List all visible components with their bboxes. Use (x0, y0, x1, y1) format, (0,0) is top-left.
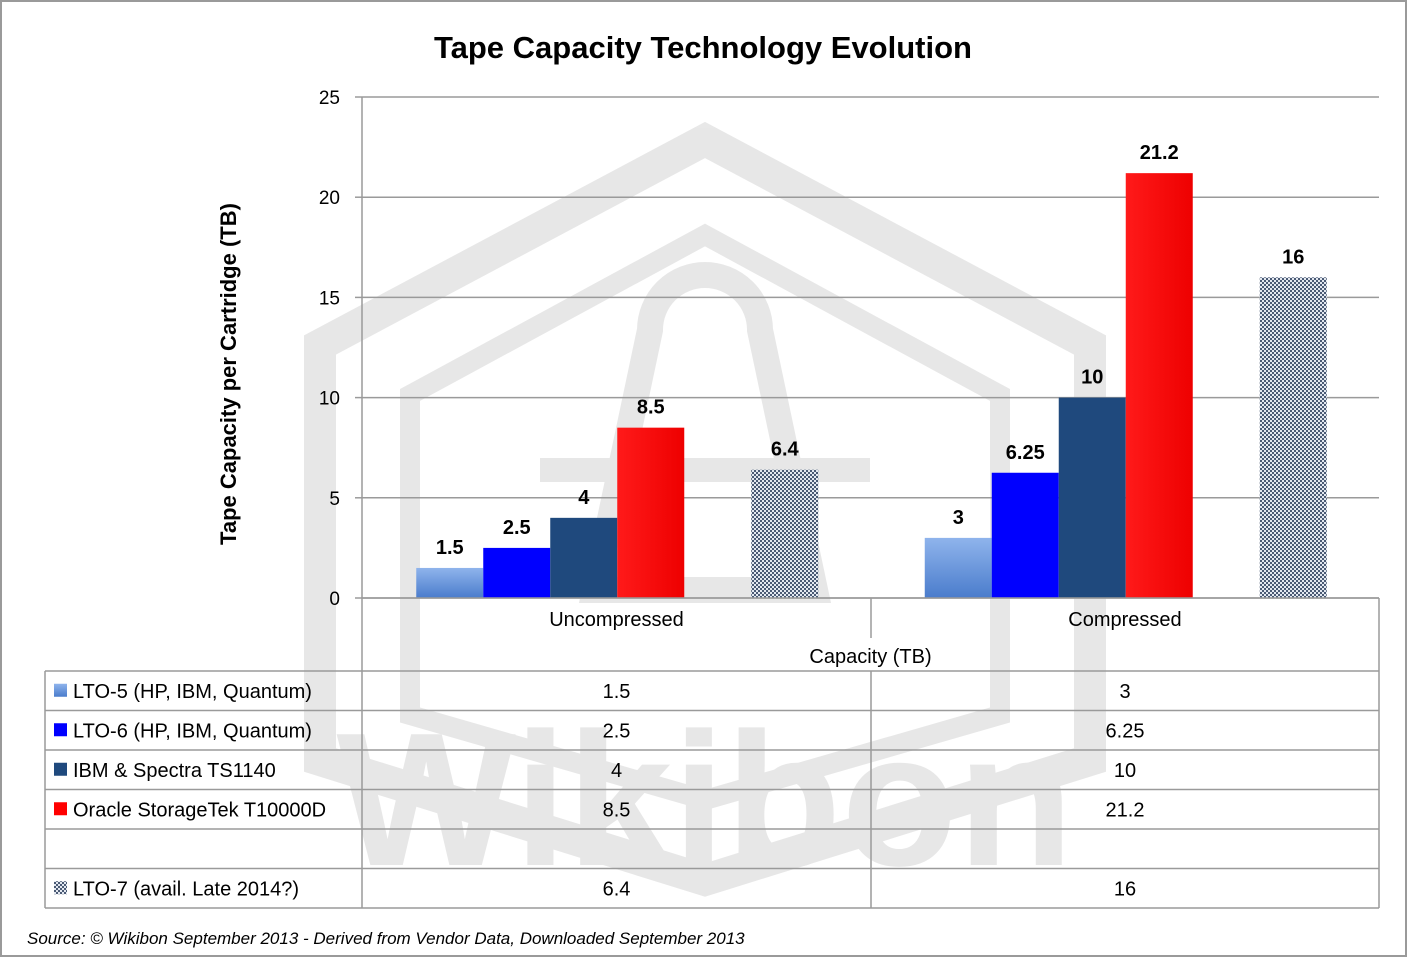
bar-uncompressed-1 (483, 547, 551, 598)
bar-uncompressed-5 (751, 469, 819, 598)
data-label: 8.5 (637, 397, 665, 419)
table-cell-value: 1.5 (603, 681, 631, 703)
data-table: Uncompressed Compressed Capacity (TB) LTO-5… (44, 597, 1380, 909)
data-label: 21.2 (1140, 142, 1179, 164)
table-cell-value: 16 (1114, 878, 1136, 900)
table-cell-value: 2.5 (603, 720, 631, 742)
y-tick-label: 5 (329, 489, 340, 510)
gridlines (355, 96, 1379, 599)
chart-title: Tape Capacity Technology Evolution (434, 30, 972, 65)
table-cell-value: 4 (611, 760, 622, 782)
data-label: 6.25 (1006, 442, 1045, 464)
y-tick-label: 0 (329, 589, 340, 610)
y-tick-label: 20 (319, 188, 340, 209)
y-axis-label: Tape Capacity per Cartridge (TB) (216, 203, 241, 545)
legend-swatch (54, 723, 67, 737)
legend-label: Oracle StorageTek T10000D (73, 799, 326, 821)
table-cell-value: 10 (1114, 760, 1136, 782)
y-tick-label: 25 (319, 88, 340, 109)
bar-uncompressed-3 (617, 427, 685, 598)
watermark-text: Wikibon (336, 694, 1073, 906)
data-label: 4 (578, 487, 590, 509)
table-cell-value: 8.5 (603, 799, 631, 821)
legend-label: LTO-5 (HP, IBM, Quantum) (73, 681, 312, 703)
y-ticks: 0 5 10 15 20 25 (319, 88, 340, 610)
bar-compressed-5 (1259, 277, 1327, 598)
data-label: 10 (1081, 367, 1103, 389)
bar-compressed-2 (1058, 397, 1126, 598)
data-label: 3 (953, 507, 964, 529)
legend-swatch (54, 683, 67, 697)
bar-compressed-1 (991, 472, 1059, 598)
data-labels: 1.5 2.5 4 8.5 6.4 3 6.25 10 21.2 16 (436, 142, 1305, 559)
data-label: 16 (1282, 246, 1304, 268)
category-label: Uncompressed (549, 609, 684, 631)
legend-label: LTO-7 (avail. Late 2014?) (73, 878, 299, 900)
source-note: Source: © Wikibon September 2013 - Deriv… (27, 929, 745, 948)
wikibon-watermark-logo: Wikibon (304, 121, 1106, 906)
table-cell-value: 3 (1119, 681, 1130, 703)
x-axis-label: Capacity (TB) (809, 646, 931, 668)
y-tick-label: 10 (319, 389, 340, 410)
legend-label: IBM & Spectra TS1140 (73, 760, 276, 782)
data-label: 6.4 (771, 439, 800, 461)
y-tick-label: 15 (319, 288, 340, 309)
data-label: 2.5 (503, 517, 531, 539)
table-cell-value: 6.25 (1106, 720, 1145, 742)
category-label: Compressed (1068, 609, 1181, 631)
table-cell-value: 6.4 (603, 878, 631, 900)
legend-swatch (54, 881, 67, 895)
legend-swatch (54, 802, 67, 816)
legend-swatch (54, 762, 67, 776)
table-cell-value: 21.2 (1106, 799, 1145, 821)
bar-compressed-0 (924, 537, 992, 598)
data-label: 1.5 (436, 537, 464, 559)
legend-label: LTO-6 (HP, IBM, Quantum) (73, 720, 312, 742)
bar-uncompressed-2 (550, 517, 618, 598)
bars (416, 173, 1327, 599)
bar-uncompressed-0 (416, 567, 484, 598)
bar-compressed-3 (1125, 173, 1193, 599)
